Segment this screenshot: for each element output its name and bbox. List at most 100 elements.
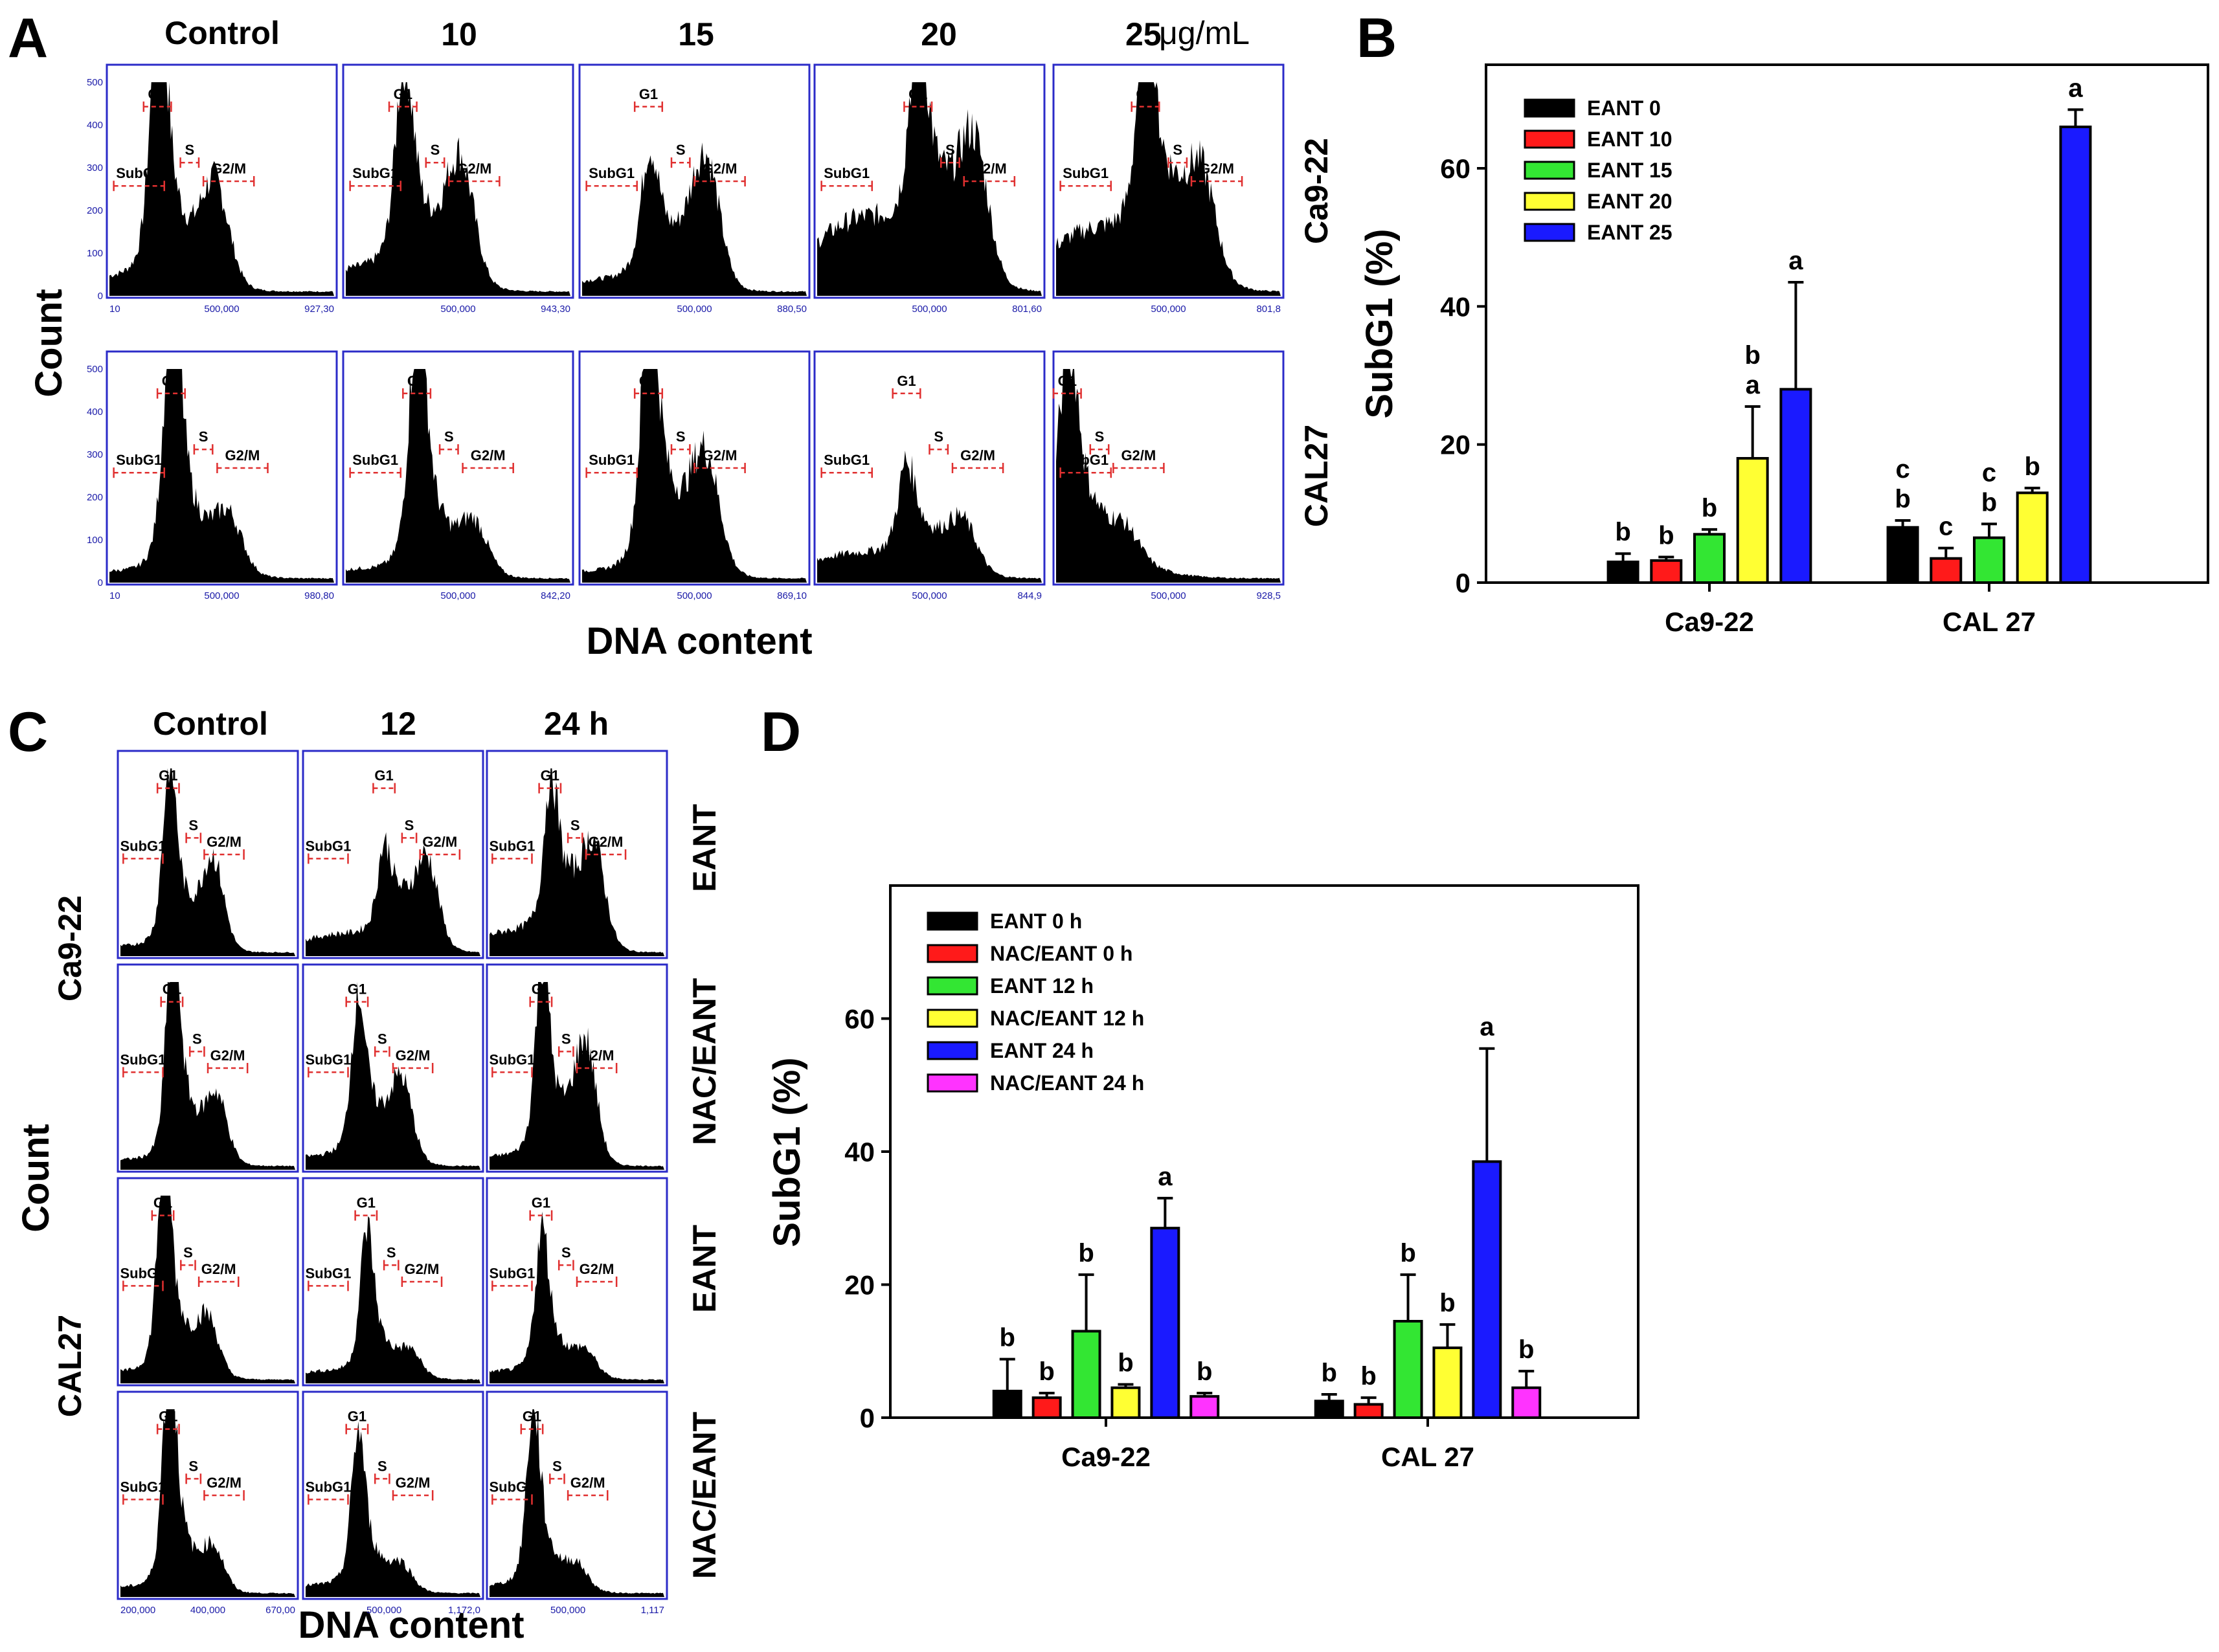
gate-label-g1: G1 xyxy=(908,86,927,102)
y-tick-label: 400 xyxy=(87,120,103,131)
y-tick-label: 0 xyxy=(860,1403,875,1433)
gate-g1: G1 xyxy=(156,1409,180,1434)
panel-c-histograms: G1 S SubG1 G2/M 500,000 1,172,0 G1 S SubG1 G2/M 50… xyxy=(117,750,668,1616)
gate-label-g1: G1 xyxy=(394,86,412,102)
y-tick-label: 20 xyxy=(844,1270,875,1300)
gate-label-g2m: G2/M xyxy=(201,1261,236,1277)
legend-label: EANT 10 xyxy=(1587,128,1673,151)
gate-subg1: SubG1 xyxy=(349,452,401,478)
gate-label-s: S xyxy=(387,1244,396,1260)
gate-label-subg1: SubG1 xyxy=(305,1051,351,1067)
chart-b-y-label: SubG1 (%) xyxy=(1358,229,1401,418)
gate-label-g1: G1 xyxy=(407,373,426,389)
x-tick-label: 670,00 xyxy=(265,1605,295,1616)
x-tick-label: 500,000 xyxy=(204,590,239,601)
y-tick-label: 100 xyxy=(87,248,103,259)
chart-b-frame xyxy=(1485,63,2209,584)
x-tick-label: 500,000 xyxy=(1151,590,1186,601)
gate-label-s: S xyxy=(444,429,454,445)
gate-label-s: S xyxy=(199,429,208,445)
histogram-distribution xyxy=(490,982,664,1170)
gate-label-g2m: G2/M xyxy=(396,1047,431,1064)
gate-label-g1: G1 xyxy=(639,373,658,389)
gate-label-g1: G1 xyxy=(159,1409,177,1425)
histogram-a-0-1: G1 S SubG1 G2/M 500,000 943,30 xyxy=(342,63,574,315)
gate-s: S xyxy=(425,142,445,168)
histogram-distribution xyxy=(109,82,334,296)
significance-label: b xyxy=(1400,1239,1415,1267)
histogram-distribution xyxy=(306,982,480,1170)
gate-g2m: G2/M xyxy=(448,161,501,186)
gate-g2m: G2/M xyxy=(567,1475,609,1501)
x-tick-label: 500,000 xyxy=(550,1605,585,1616)
histogram-a-0-3: G1 S SubG1 G2/M 500,000 801,60 xyxy=(813,63,1046,315)
significance-label: b xyxy=(1360,1362,1376,1390)
c-treatment-label-4: NAC/EANT xyxy=(686,1412,723,1579)
gate-subg1: SubG1 xyxy=(489,1265,535,1291)
x-tick-label: 500,000 xyxy=(440,304,475,315)
y-tick-label: 300 xyxy=(87,162,103,173)
histogram-distribution xyxy=(490,1409,664,1597)
legend-swatch xyxy=(927,1041,978,1060)
bar xyxy=(1432,1346,1463,1420)
x-tick-label: 928,5 xyxy=(1256,590,1281,601)
gate-label-subg1: SubG1 xyxy=(589,165,635,181)
gate-label-subg1: SubG1 xyxy=(120,1051,166,1067)
bar xyxy=(1606,561,1639,584)
gate-subg1: SubG1 xyxy=(120,1265,166,1291)
gate-g2m: G2/M xyxy=(1190,161,1243,186)
panel-a-column-titles: Control 10 15 20 25 μg/mL xyxy=(164,15,1250,52)
category-label: Ca9-22 xyxy=(1061,1442,1151,1472)
gate-subg1: SubG1 xyxy=(585,165,638,192)
x-tick-label: 200,000 xyxy=(120,1605,155,1616)
col-title-control: Control xyxy=(164,15,280,51)
gate-label-g2m: G2/M xyxy=(1199,161,1234,177)
significance-label: b xyxy=(1744,341,1760,370)
histogram-c-3-2: G1 S SubG1 G2/M 500,000 1,117 xyxy=(486,1390,668,1616)
x-tick-label: 500,000 xyxy=(677,304,712,315)
gate-s: S xyxy=(940,142,960,168)
gate-label-g1: G1 xyxy=(357,1195,376,1211)
x-tick-label: 500,000 xyxy=(204,304,239,315)
gate-label-s: S xyxy=(1095,429,1105,445)
gate-label-s: S xyxy=(185,142,194,158)
gate-label-s: S xyxy=(405,817,414,833)
significance-label: b xyxy=(1615,518,1630,546)
category-label: CAL 27 xyxy=(1381,1442,1474,1472)
significance-label: b xyxy=(1518,1335,1534,1364)
gate-label-g1: G1 xyxy=(532,981,550,998)
gate-s: S xyxy=(374,1458,390,1484)
gate-label-g1: G1 xyxy=(348,1409,366,1425)
gate-label-subg1: SubG1 xyxy=(116,165,162,181)
legend-label: EANT 24 h xyxy=(990,1039,1094,1062)
bar xyxy=(1472,1160,1502,1419)
bar xyxy=(1314,1400,1344,1419)
gate-label-s: S xyxy=(945,142,955,158)
legend-swatch xyxy=(927,1009,978,1028)
chart-d-categories: Ca9-22 CAL 27 xyxy=(1061,1418,1474,1472)
x-tick-label: 801,8 xyxy=(1256,304,1281,315)
y-tick-label: 40 xyxy=(1440,291,1470,322)
gate-label-s: S xyxy=(561,1031,571,1047)
y-tick-label: 60 xyxy=(844,1004,875,1034)
gate-g1: G1 xyxy=(388,86,418,112)
gate-label-subg1: SubG1 xyxy=(1063,452,1109,468)
histogram-distribution xyxy=(120,1409,295,1597)
histogram-distribution xyxy=(120,982,295,1170)
legend-label: EANT 25 xyxy=(1587,221,1673,244)
significance-label: b xyxy=(1197,1357,1212,1386)
gate-g1: G1 xyxy=(142,86,172,112)
x-tick-label: 500,000 xyxy=(912,304,947,315)
y-tick-label: 60 xyxy=(1440,153,1470,184)
c-treatment-label-1: EANT xyxy=(686,804,723,892)
significance-label: b xyxy=(1000,1324,1015,1352)
gate-label-g1: G1 xyxy=(153,1195,172,1211)
gate-label-subg1: SubG1 xyxy=(116,452,162,468)
x-tick-label: 500,000 xyxy=(912,590,947,601)
gate-label-s: S xyxy=(188,1458,198,1474)
gate-label-g2m: G2/M xyxy=(422,834,457,850)
gate-g2m: G2/M xyxy=(203,1475,245,1501)
